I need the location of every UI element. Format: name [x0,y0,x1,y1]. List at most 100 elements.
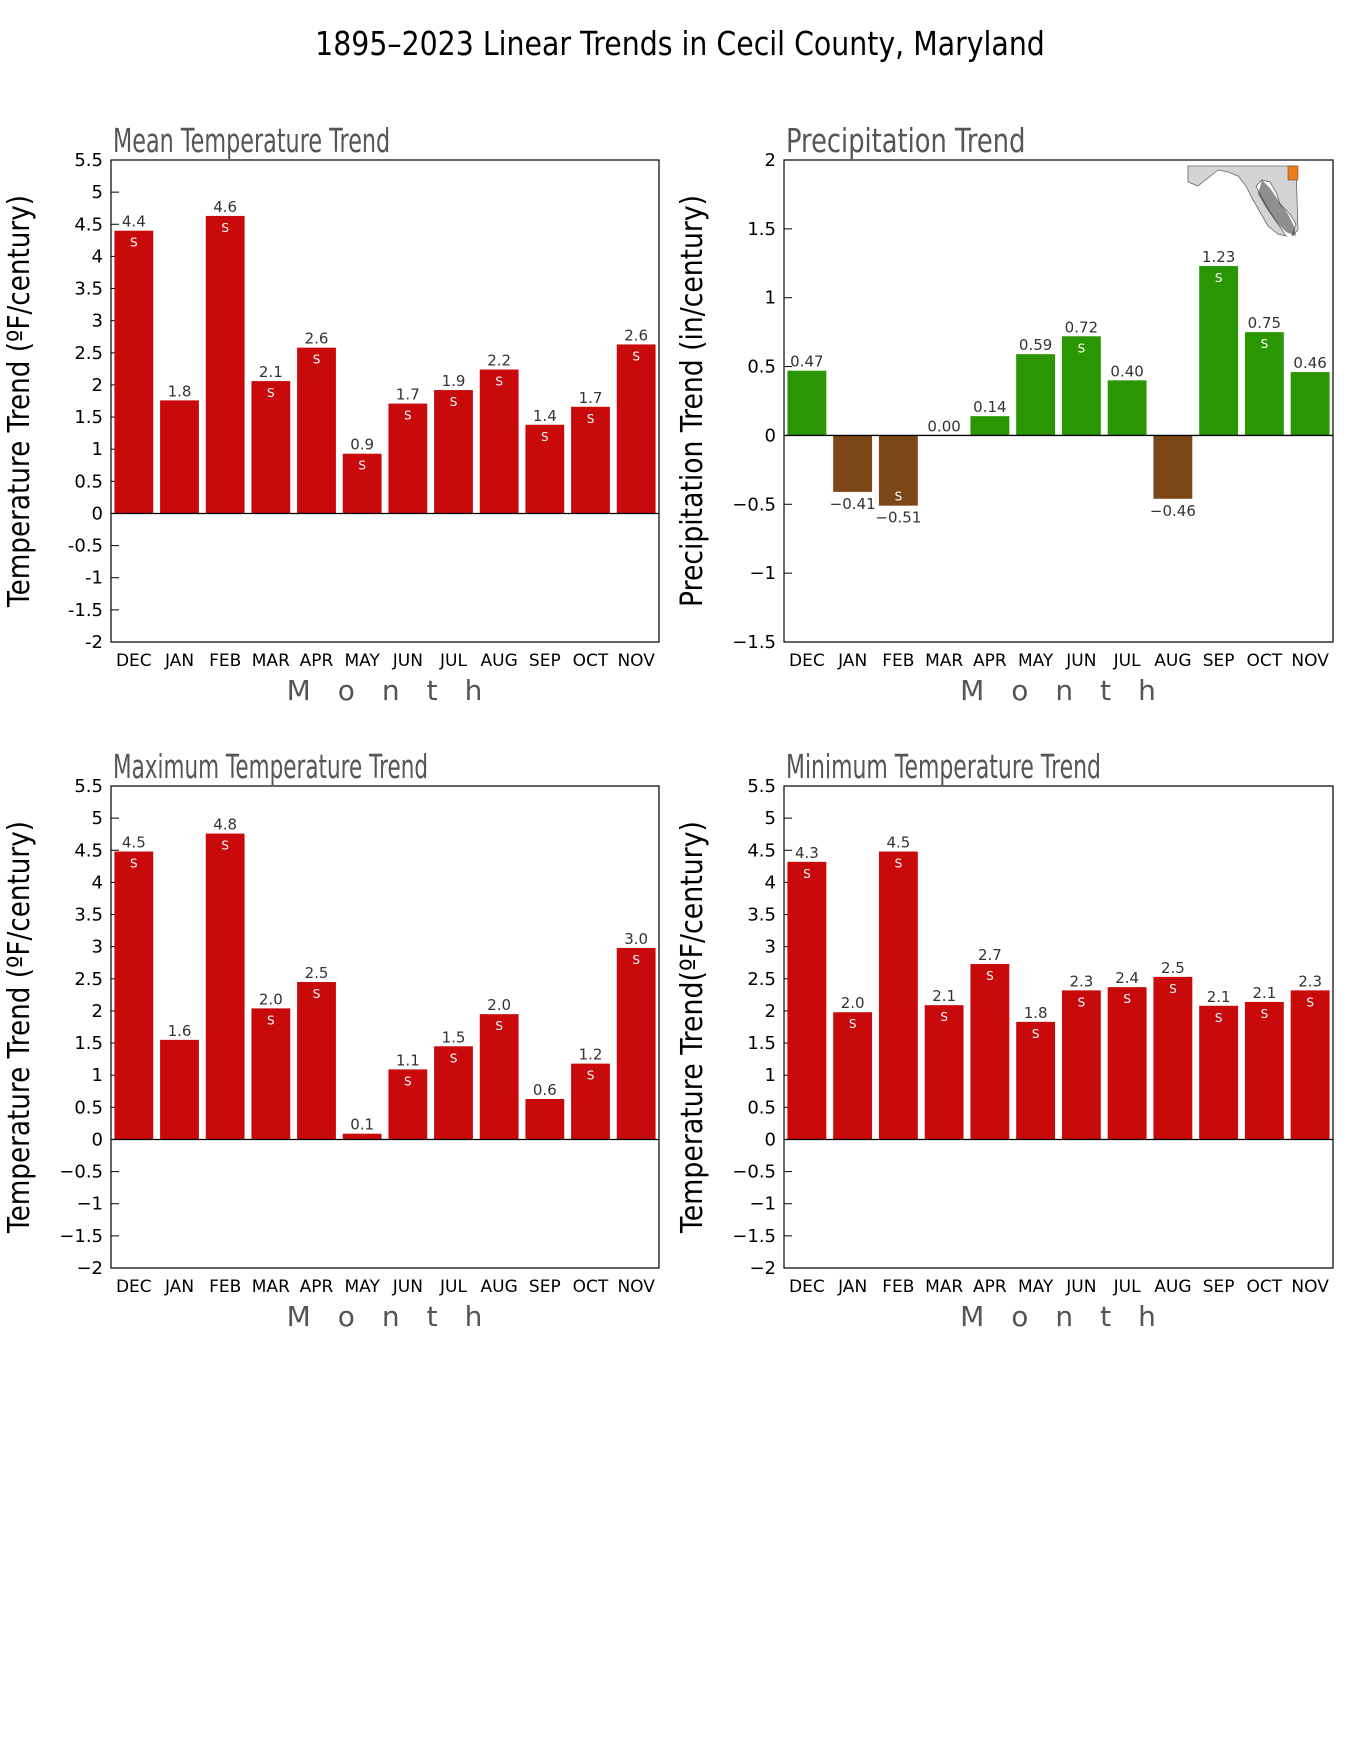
panel-1-sig-mark: S [541,430,549,444]
panel-1-frame [110,159,660,643]
panel-4-sig-mark: S [849,1017,857,1031]
panel-3-sig-mark: S [404,1074,412,1088]
panel-1-ytick-label: 1 [92,439,103,460]
panel-2-ytick-label: 0 [765,425,776,446]
panel-3-sig-mark: S [267,1013,275,1027]
panel-3-ytick-label: −1.5 [59,1226,103,1247]
panel-2-ylabel: Precipitation Trend (in/century) [675,195,710,607]
panel-4-month-label: SEP [1203,1277,1235,1297]
panel-4-month-label: JAN [837,1277,867,1297]
panel-3-sig-mark: S [450,1051,458,1065]
panel-1-month-label: MAY [344,651,380,671]
panel-1-month-label: AUG [481,651,518,671]
panel-3-ytick-label: 2.5 [74,969,103,990]
panel-4-ytick-label: −1.5 [732,1226,776,1247]
panel-2-frame [783,159,1334,643]
panel-2-value-label: 0.00 [927,417,960,435]
panel-3-sig-mark: S [130,857,138,871]
panel-1-bar-oct [571,406,610,514]
panel-1-sig-mark: S [358,459,366,473]
panel-4-month-label: FEB [882,1277,914,1297]
panel-3-sig-mark: S [632,953,640,967]
panel-4-month-label: DEC [789,1277,825,1297]
panel-4-month-label: APR [973,1277,1007,1297]
panel-1-month-label: SEP [529,651,561,671]
panel-4-sig-mark: S [895,857,903,871]
panel-3-month-label: NOV [617,1277,655,1297]
panel-1-month-label: MAR [252,651,290,671]
panel-4-xlabel: Month [960,1300,1183,1333]
panel-3-sig-mark: S [587,1069,595,1083]
panel-4-sig-mark: S [986,969,994,983]
panel-4-month-label: JUL [1113,1277,1141,1297]
panel-1-bar-jun [388,403,428,514]
panel-2-value-label: 0.59 [1019,336,1052,354]
panel-4-ytick-label: −1 [749,1194,776,1215]
panel-3-ytick-label: 4 [92,872,103,893]
panel-2-sig-mark: S [1215,271,1223,285]
panel-3-bar-nov [616,947,656,1140]
panel-2-bar-dec [787,370,827,436]
panel-3-bar-dec [114,851,154,1140]
panel-2-bar-jun [1061,336,1101,436]
panel-2-bar-nov [1290,372,1330,436]
panel-1-bar-may [342,453,382,514]
panel-4-bar-apr [970,964,1010,1140]
panel-1-ytick-label: 2.5 [74,343,103,364]
panel-2-bar-feb [878,435,918,506]
panel-3-value-label: 4.5 [122,834,146,852]
panel-3-month-label: APR [300,1277,334,1297]
panel-2-sig-mark: S [1261,337,1269,351]
panel-4-value-label: 2.5 [1161,959,1185,977]
panel-3-ytick-label: 5.5 [74,776,103,797]
panel-1-month-label: FEB [209,651,241,671]
panel-2-value-label: 0.40 [1110,362,1143,380]
panel-2-month-label: JUL [1113,651,1141,671]
panel-1-sig-mark: S [221,221,229,235]
panel-4-ytick-label: 0 [765,1129,776,1150]
panel-1-bar-dec [114,230,154,514]
panel-1-ylabel: Temperature Trend (ºF/century) [2,195,37,608]
panel-1-sig-mark: S [450,395,458,409]
panel-1-value-label: 4.6 [213,198,237,216]
panel-2-value-label: 0.46 [1293,354,1326,372]
panel-1-bar-sep [525,424,565,514]
panel-2-month-label: APR [973,651,1007,671]
panel-3-value-label: 2.0 [487,996,511,1014]
panel-2-ytick-label: −0.5 [732,494,776,515]
panel-1-month-label: JUN [392,651,423,671]
panel-3-ytick-label: 0.5 [74,1097,103,1118]
panel-4-ytick-label: 0.5 [747,1097,776,1118]
panel-2-value-label: −0.46 [1150,502,1196,520]
panel-2-value-label: 0.47 [790,353,823,371]
panel-4-ytick-label: 5.5 [747,776,776,797]
panel-1-month-label: JUL [439,651,467,671]
panel-1-sig-mark: S [404,409,412,423]
panel-1-ytick-label: -1.5 [68,600,103,621]
panel-3-ytick-label: 2 [92,1001,103,1022]
panel-2-month-label: MAR [925,651,963,671]
panel-4-sig-mark: S [1215,1011,1223,1025]
panel-1-bar-feb [205,215,245,514]
panel-3-value-label: 1.1 [396,1051,420,1069]
panel-1-ytick-label: -2 [85,632,103,653]
panel-4-value-label: 2.7 [978,946,1002,964]
panel-1-ytick-label: -0.5 [68,536,103,557]
panel-4-ytick-label: 5 [765,808,776,829]
panel-4-sig-mark: S [1078,995,1086,1009]
panel-3-month-label: SEP [529,1277,561,1297]
panel-1-value-label: 1.7 [396,386,420,404]
panel-2-sig-mark: S [1078,341,1086,355]
panel-1-ytick-label: -1 [85,568,103,589]
panel-3-value-label: 1.6 [168,1022,192,1040]
panel-1-ytick-label: 2 [92,375,103,396]
panel-2-ytick-label: 2 [765,150,776,171]
panel-3-month-label: JAN [164,1277,194,1297]
panel-2-ytick-label: −1.5 [732,632,776,653]
panel-4-value-label: 2.3 [1069,972,1093,990]
panel-1-month-label: DEC [116,651,152,671]
panel-3-value-label: 0.1 [350,1116,374,1134]
panel-3-month-label: OCT [573,1277,609,1297]
panel-1-sig-mark: S [267,386,275,400]
panel-4-ytick-label: −0.5 [732,1162,776,1183]
